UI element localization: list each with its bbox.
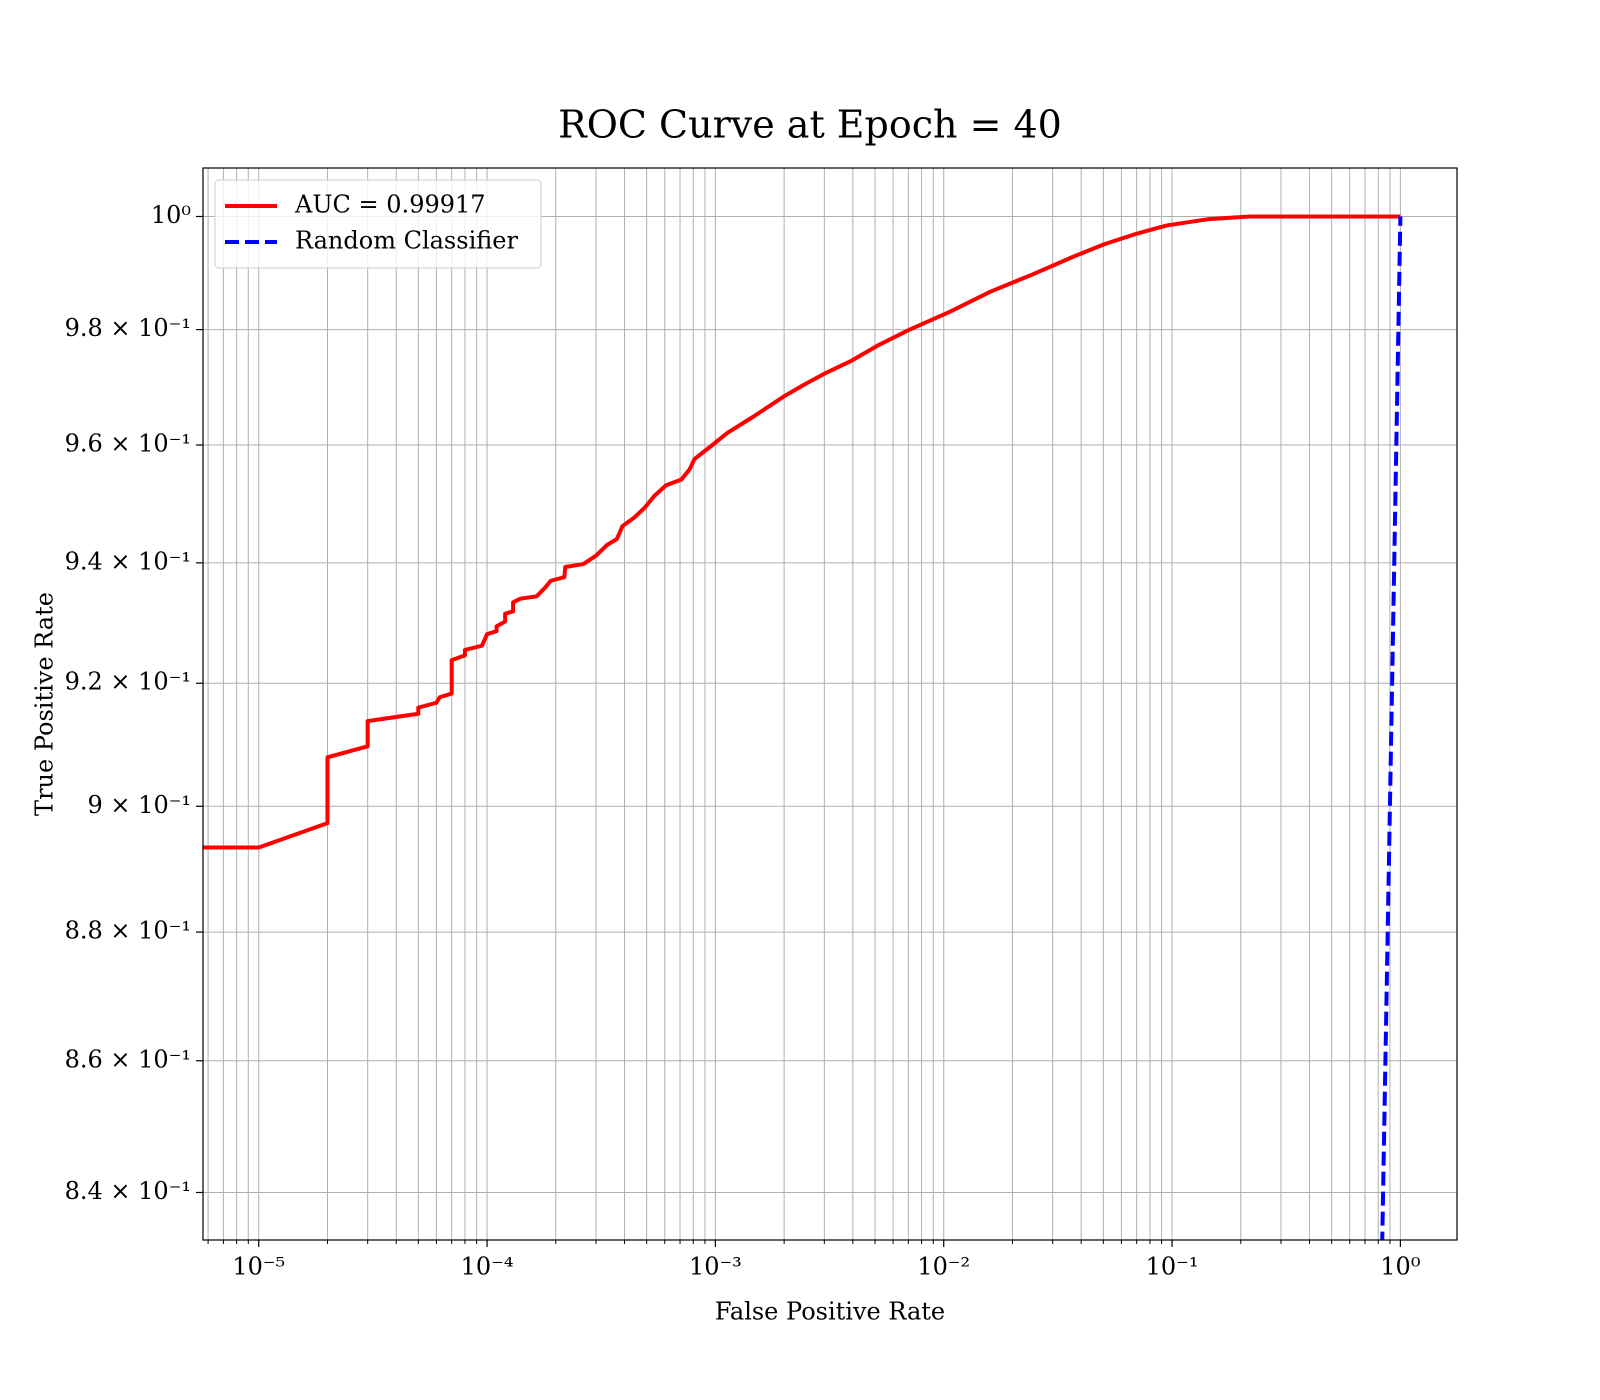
y-tick-label: 8.6 × 10⁻¹ bbox=[65, 1045, 191, 1073]
x-tick-label: 10⁻⁴ bbox=[461, 1253, 514, 1281]
legend-label: Random Classifier bbox=[295, 227, 518, 255]
x-tick-label: 10⁻² bbox=[917, 1253, 970, 1281]
y-tick-label: 9.2 × 10⁻¹ bbox=[65, 668, 191, 696]
y-tick-label: 10⁰ bbox=[151, 201, 191, 229]
x-tick-label: 10⁻³ bbox=[689, 1253, 742, 1281]
plot-frame bbox=[202, 167, 1458, 1241]
y-tick-label: 9.8 × 10⁻¹ bbox=[65, 314, 191, 342]
plot-lines bbox=[203, 214, 1403, 1240]
legend-label: AUC = 0.99917 bbox=[294, 191, 486, 219]
series-line bbox=[203, 214, 1401, 850]
legend: AUC = 0.99917 Random Classifier bbox=[214, 179, 542, 269]
grid: 10⁻⁵ 10⁻⁴ 10⁻³ 10⁻² 10⁻¹ 10⁰ 8.4 × 10⁻¹ 8.6 × 1… bbox=[65, 168, 1457, 1281]
y-tick-label: 9 × 10⁻¹ bbox=[88, 791, 191, 819]
chart-title: ROC Curve at Epoch = 40 bbox=[558, 103, 1062, 147]
x-tick-label: 10⁰ bbox=[1380, 1253, 1420, 1281]
x-tick-label: 10⁻⁵ bbox=[232, 1253, 285, 1281]
y-tick-label: 8.8 × 10⁻¹ bbox=[65, 917, 191, 945]
y-tick-label: 9.4 × 10⁻¹ bbox=[65, 547, 191, 575]
legend-box bbox=[214, 179, 542, 269]
series-line bbox=[1380, 216, 1403, 1240]
y-axis-label: True Positive Rate bbox=[31, 592, 59, 816]
y-tick-label: 9.6 × 10⁻¹ bbox=[65, 430, 191, 458]
x-axis-label: False Positive Rate bbox=[715, 1298, 945, 1326]
y-tick-label: 8.4 × 10⁻¹ bbox=[65, 1177, 191, 1205]
x-tick-label: 10⁻¹ bbox=[1146, 1253, 1199, 1281]
